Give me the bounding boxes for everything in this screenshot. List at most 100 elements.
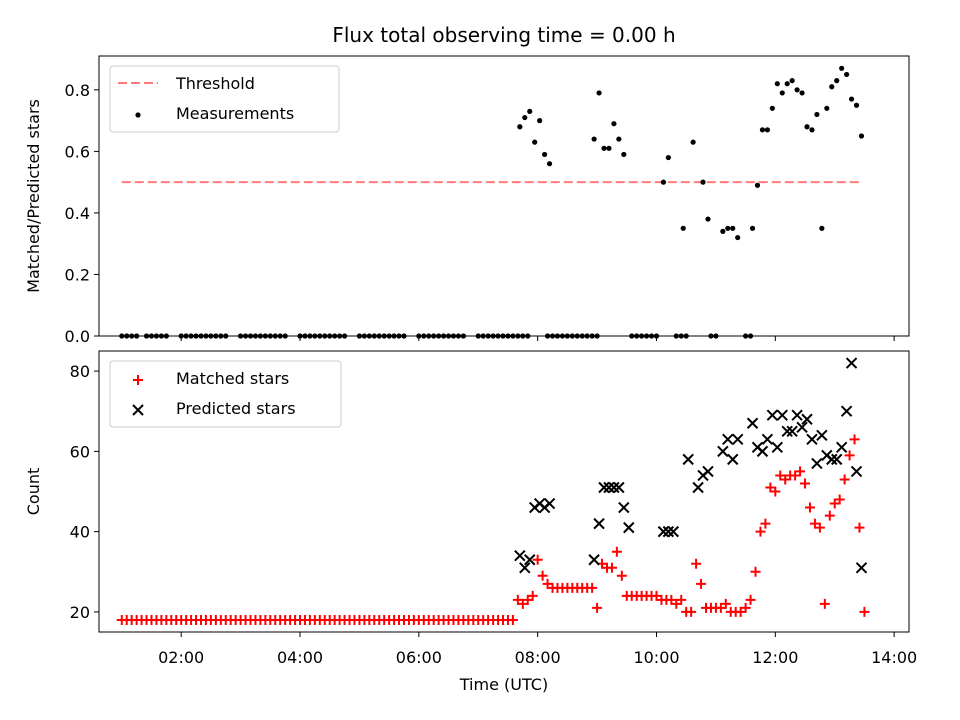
matched-star-point	[800, 478, 811, 489]
predicted-star-point	[766, 409, 779, 421]
predicted-star-point	[826, 453, 838, 466]
legend-box	[109, 65, 340, 133]
matched-star-point	[795, 466, 806, 477]
x-tick-label: 06:00	[396, 648, 442, 667]
y-tick-label: 0.4	[65, 204, 90, 223]
predicted-star-point	[840, 405, 853, 417]
predicted-star-point	[776, 409, 788, 421]
y-tick-label: 20	[70, 603, 90, 622]
x-tick-label: 12:00	[752, 648, 798, 667]
predicted-star-point	[682, 453, 694, 466]
matched-star-point	[824, 510, 835, 521]
measurement-point	[725, 225, 731, 231]
predicted-star-point	[593, 517, 605, 530]
predicted-star-point	[786, 425, 798, 437]
predicted-star-point	[727, 453, 739, 466]
measurement-point	[834, 78, 840, 84]
predicted-star-point	[608, 481, 620, 494]
predicted-star-point	[623, 521, 635, 534]
legend-predicted-swatch	[132, 404, 144, 416]
measurement-point	[829, 84, 835, 90]
y-axis-label: Matched/Predicted stars	[24, 99, 43, 293]
predicted-star-point	[667, 525, 680, 538]
measurement-point	[749, 225, 756, 231]
axes-frame	[98, 350, 910, 633]
matched-star-point	[696, 578, 707, 589]
x-tick-label: 02:00	[158, 648, 204, 667]
measurement-point	[784, 81, 790, 87]
matched-star-point	[611, 546, 622, 557]
measurement-point	[665, 154, 671, 161]
matched-star-point	[592, 602, 603, 613]
predicted-star-point	[816, 429, 828, 442]
measurement-point	[764, 127, 770, 133]
predicted-star-point	[796, 421, 808, 433]
legend-box	[109, 360, 342, 428]
measurement-point	[660, 179, 667, 185]
y-tick-label: 0.0	[65, 327, 90, 346]
measurement-point	[754, 182, 761, 188]
measurement-point	[839, 65, 845, 71]
measurement-point	[814, 111, 820, 118]
measurement-point	[804, 124, 810, 130]
matched-star-point	[859, 606, 870, 617]
matched-star-point	[804, 502, 815, 513]
y-tick-label: 0.2	[65, 265, 90, 284]
predicted-star-point	[801, 413, 813, 425]
legend-label: Measurements	[176, 104, 294, 123]
matched-star-point	[720, 598, 731, 609]
measurement-point	[541, 151, 548, 158]
matched-star-point	[537, 570, 548, 581]
y-tick-label: 80	[70, 362, 90, 381]
matched-star-point	[834, 494, 845, 505]
matched-star-point	[606, 562, 617, 573]
predicted-star-point	[717, 445, 729, 458]
predicted-star-point	[811, 457, 823, 470]
predicted-star-point	[657, 525, 670, 538]
matched-star-point	[760, 518, 771, 529]
measurement-point	[596, 90, 602, 96]
measurement-point	[522, 114, 528, 121]
measurement-point	[527, 108, 533, 114]
top-panel-ratio: 0.0 0.2 0.4 0.6 0.8 Matched/Predicted stars Th…	[24, 55, 910, 346]
y-tick-label: 0.6	[65, 142, 90, 161]
predicted-star-point	[855, 562, 868, 574]
predicted-star-point	[588, 554, 600, 566]
matched-star-point	[814, 522, 825, 533]
matched-star-point	[686, 606, 697, 617]
predicted-star-point	[613, 481, 625, 494]
measurement-point	[517, 124, 523, 130]
matched-star-point	[770, 486, 781, 497]
predicted-star-point	[524, 554, 536, 566]
predicted-star-point	[731, 433, 744, 446]
measurement-point	[606, 145, 612, 151]
predicted-star-point	[806, 433, 818, 446]
matched-star-point	[750, 566, 761, 577]
measurement-point	[680, 225, 686, 231]
bottom-panel-counts: 20 40 60 80 02:00 04:00 06:00 08:00 10:00 12:00 14…	[24, 350, 917, 694]
chart-title: Flux total observing time = 0.00 h	[332, 23, 675, 47]
matched-star-point	[740, 602, 751, 613]
measurement-point	[809, 127, 815, 133]
predicted-star-point	[850, 465, 863, 478]
matched-star-point	[745, 594, 756, 605]
predicted-star-point	[791, 409, 803, 421]
matched-star-point	[854, 522, 865, 533]
predicted-star-point	[835, 441, 848, 454]
matched-star-point	[532, 554, 543, 565]
measurement-point	[819, 225, 825, 231]
x-tick-label: 14:00	[871, 648, 917, 667]
predicted-star-point	[543, 497, 556, 510]
legend-label: Threshold	[175, 74, 255, 93]
measurement-point	[730, 225, 736, 231]
measurement-point	[779, 90, 785, 96]
x-axis-label: Time (UTC)	[459, 675, 548, 694]
matched-star-point	[844, 450, 855, 461]
measurement-point	[794, 87, 800, 93]
predicted-star-point	[598, 481, 610, 494]
matched-star-point	[507, 614, 518, 625]
measurement-point	[690, 139, 696, 145]
measurement-point	[546, 161, 553, 167]
predicted-star-point	[692, 481, 704, 494]
